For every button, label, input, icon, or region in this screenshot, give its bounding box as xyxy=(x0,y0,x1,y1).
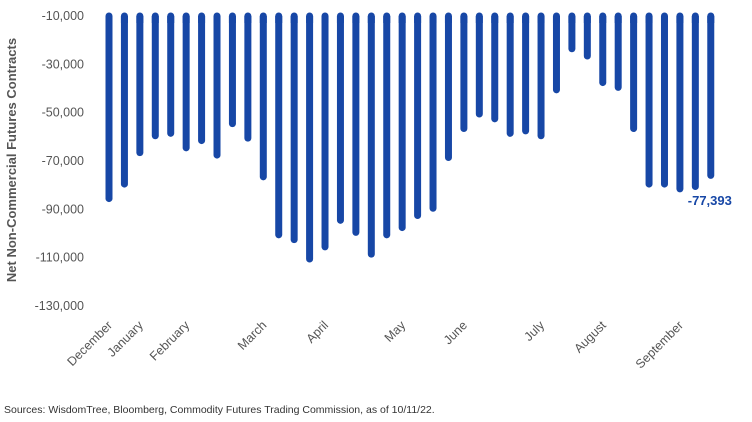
bar-top xyxy=(105,16,113,23)
bar-top xyxy=(259,16,267,23)
bar-top xyxy=(522,16,530,23)
bar-top xyxy=(491,16,499,23)
bar-top xyxy=(414,16,422,23)
bar-top xyxy=(336,16,344,23)
bar-top xyxy=(352,16,360,23)
bar-top xyxy=(660,16,668,23)
bar-top xyxy=(306,16,314,23)
y-tick-label: -50,000 xyxy=(42,106,84,120)
x-tick-label: July xyxy=(522,318,548,344)
bar-top xyxy=(645,16,653,23)
bar-top xyxy=(198,16,206,23)
bar-top xyxy=(444,16,452,23)
bar-top xyxy=(167,16,175,23)
bar-top xyxy=(599,16,607,23)
bar-top xyxy=(228,16,236,23)
x-tick-label: May xyxy=(382,318,409,345)
bar-top xyxy=(583,16,591,23)
bar-top xyxy=(429,16,437,23)
bar-top xyxy=(630,16,638,23)
bar-top xyxy=(475,16,483,23)
bar-top xyxy=(213,16,221,23)
bars xyxy=(105,12,715,263)
bar-top xyxy=(275,16,283,23)
annotations: -77,393 xyxy=(688,193,732,208)
bar-top xyxy=(552,16,560,23)
x-tick-label: April xyxy=(304,318,332,346)
bar-top xyxy=(614,16,622,23)
bar-top xyxy=(383,16,391,23)
y-tick-label: -70,000 xyxy=(42,154,84,168)
bar-top xyxy=(691,16,699,23)
bar-top xyxy=(321,16,329,23)
y-tick-label: -10,000 xyxy=(42,9,84,23)
bar-top xyxy=(367,16,375,23)
bar-top xyxy=(676,16,684,23)
y-tick-label: -110,000 xyxy=(36,251,84,265)
x-tick-label: December xyxy=(64,318,115,369)
bar-top xyxy=(136,16,144,23)
bar-top xyxy=(120,16,128,23)
bar-top xyxy=(568,16,576,23)
x-tick-label: March xyxy=(235,318,269,352)
y-axis-label: Net Non-Commercial Futures Contracts xyxy=(4,38,19,282)
x-tick-label: September xyxy=(633,318,686,371)
bar-top xyxy=(537,16,545,23)
y-tick-label: -130,000 xyxy=(35,299,84,313)
bar-chart: Net Non-Commercial Futures Contracts -10… xyxy=(4,9,732,372)
bar-top xyxy=(460,16,468,23)
bar-top xyxy=(290,16,298,23)
x-tick-label: June xyxy=(441,318,470,347)
x-tick-label: August xyxy=(571,318,609,356)
bar-top xyxy=(151,16,159,23)
value-annotation: -77,393 xyxy=(688,193,732,208)
y-tick-label: -90,000 xyxy=(42,202,84,216)
bar-top xyxy=(506,16,514,23)
bar-top xyxy=(182,16,190,23)
y-axis-ticks: -10,000 -30,000 -50,000 -70,000 -90,000 -110,… xyxy=(35,9,84,313)
source-note: Sources: WisdomTree, Bloomberg, Commodit… xyxy=(4,404,435,416)
bar-top xyxy=(707,16,715,23)
bar-top xyxy=(244,16,252,23)
bar-top xyxy=(398,16,406,23)
y-tick-label: -30,000 xyxy=(42,57,84,71)
x-tick-label: February xyxy=(147,318,193,364)
